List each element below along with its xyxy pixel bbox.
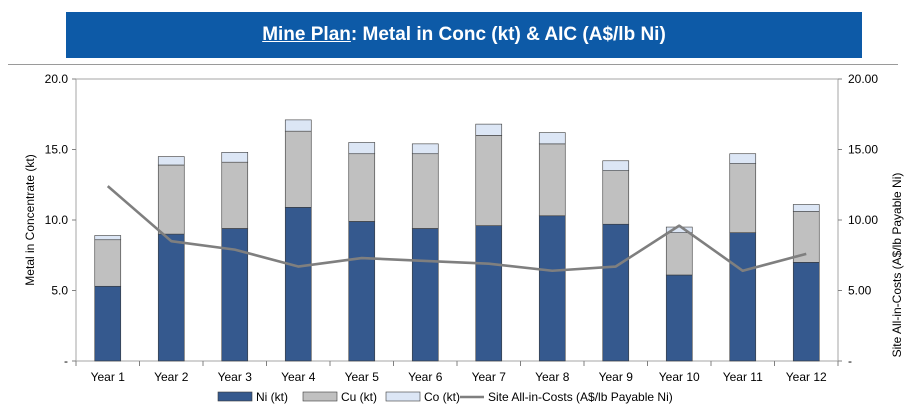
bar-cu-segment <box>348 153 376 222</box>
bar-co-segment <box>157 156 185 166</box>
x-tick-label: Year 8 <box>535 370 570 384</box>
x-tick-label: Year 5 <box>345 370 380 384</box>
bar-co-segment <box>729 153 757 164</box>
bar-ni-segment <box>348 221 376 362</box>
x-tick-label: Year 11 <box>723 370 763 384</box>
bar-cu-segment <box>94 239 122 287</box>
y-tick-label: 20.0 <box>45 72 69 86</box>
bar-ni-segment <box>729 232 757 362</box>
bar-cu-segment <box>411 153 439 229</box>
bar-ni-segment <box>157 233 185 362</box>
bar-cu-segment <box>602 170 630 225</box>
y2-tick-label: - <box>848 354 852 368</box>
bar-ni-segment <box>792 261 820 362</box>
aic-line <box>106 185 807 273</box>
x-tick-label: Year 10 <box>659 370 700 384</box>
bar-co-segment <box>411 143 439 155</box>
legend-label: Ni (kt) <box>256 390 288 404</box>
legend-label: Co (kt) <box>424 390 460 404</box>
bar-cu-segment <box>221 161 249 229</box>
x-tick-label: Year 6 <box>408 370 443 384</box>
x-tick-label: Year 1 <box>91 370 126 384</box>
bar-ni-segment <box>665 274 693 362</box>
bar-co-segment <box>538 132 566 145</box>
legend-label: Cu (kt) <box>341 390 377 404</box>
y-axis-title: Metal in Concentrate (kt) <box>23 154 37 285</box>
axes-group: - 5.0 10.0 15.0 20.0 - 5.00 10.00 15.00 20.00 Year… <box>23 72 904 384</box>
bar-cu-segment <box>157 164 185 235</box>
x-tick-label: Year 3 <box>218 370 253 384</box>
bar-ni-segment <box>411 228 439 362</box>
bar-cu-segment <box>665 232 693 276</box>
title-rest: : Metal in Conc (kt) & AIC (A$/lb Ni) <box>350 24 666 45</box>
bar-ni-segment <box>94 285 122 362</box>
y2-tick-label: 5.00 <box>848 284 872 298</box>
y2-axis-title: Site All-in-Costs (A$/lb Payable Ni) <box>890 173 904 358</box>
y-tick-label: 5.0 <box>51 284 68 298</box>
bar-ni-segment <box>538 215 566 362</box>
bar-ni-segment <box>602 223 630 362</box>
x-tick-label: Year 7 <box>472 370 507 384</box>
bar-co-segment <box>94 235 122 241</box>
bar-co-segment <box>348 142 376 155</box>
chart-title-banner: Mine Plan: Metal in Conc (kt) & AIC (A$/… <box>66 12 862 58</box>
x-tick-label: Year 9 <box>599 370 634 384</box>
title-divider <box>8 64 898 65</box>
y2-tick-label: 20.00 <box>848 72 878 86</box>
bar-ni-segment <box>475 225 503 362</box>
title-prefix: Mine Plan <box>262 24 351 45</box>
bar-co-segment <box>792 204 820 212</box>
bar-cu-segment <box>284 130 312 208</box>
x-tick-label: Year 12 <box>786 370 827 384</box>
x-tick-label: Year 4 <box>281 370 316 384</box>
line-group <box>106 185 807 273</box>
bar-co-segment <box>221 152 249 163</box>
y-tick-label: - <box>64 354 68 368</box>
bars-group <box>94 119 820 362</box>
y2-tick-label: 10.00 <box>848 213 878 227</box>
x-tick-label: Year 2 <box>154 370 189 384</box>
bar-co-segment <box>602 160 630 171</box>
y-tick-label: 10.0 <box>45 213 69 227</box>
bar-co-segment <box>475 123 503 136</box>
bar-ni-segment <box>284 207 312 362</box>
bar-co-segment <box>284 119 312 132</box>
legend-swatch <box>302 391 338 402</box>
bar-cu-segment <box>475 135 503 226</box>
legend-label: Site All-in-Costs (A$/lb Payable Ni) <box>488 390 673 404</box>
legend: Ni (kt) Cu (kt) Co (kt) Site All-in-Costs (… <box>217 390 673 404</box>
bar-cu-segment <box>538 143 566 217</box>
plot-frame <box>75 78 839 362</box>
legend-swatch <box>385 391 421 402</box>
legend-swatch <box>217 391 253 402</box>
plot-border <box>75 78 839 362</box>
bar-cu-segment <box>729 163 757 233</box>
y-tick-label: 15.0 <box>45 143 69 157</box>
y2-tick-label: 15.00 <box>848 143 878 157</box>
